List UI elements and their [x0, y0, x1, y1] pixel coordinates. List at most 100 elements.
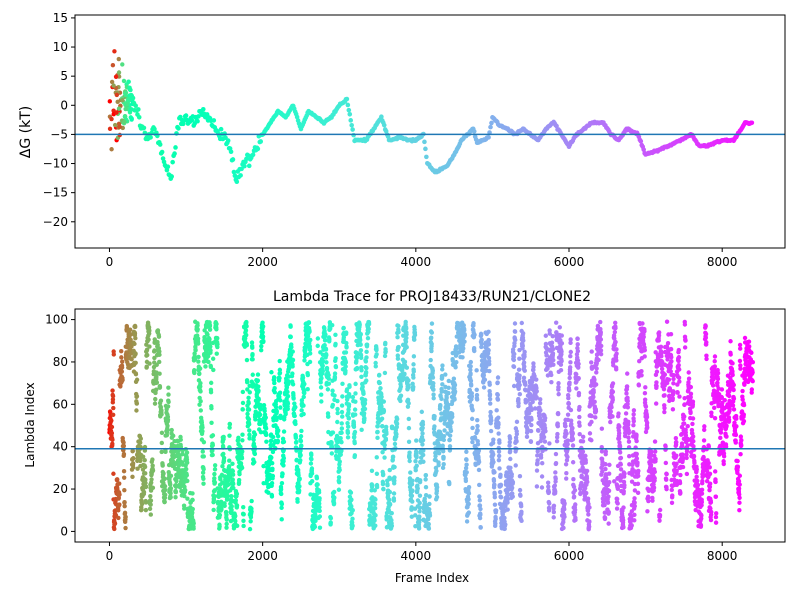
lambda-trace-point [195, 327, 200, 332]
lambda-trace-point [436, 463, 441, 468]
lambda-trace-point [391, 498, 397, 503]
lambda-trace-point [143, 471, 148, 476]
lambda-trace-point [214, 321, 219, 327]
lambda-trace-point [335, 410, 340, 416]
lambda-trace-point [134, 377, 140, 382]
lambda-trace-point [309, 457, 314, 462]
lambda-trace-point [119, 365, 125, 370]
lambda-trace-point [497, 489, 503, 495]
lambda-trace-point [553, 451, 559, 457]
lambda-trace-point [572, 488, 578, 493]
lambda-trace-point [410, 488, 415, 494]
lambda-trace-point [547, 501, 552, 506]
lambda-trace-point [551, 503, 557, 508]
delta-g-point [116, 70, 122, 75]
lambda-trace-point [476, 467, 482, 473]
lambda-trace-point [184, 460, 190, 465]
lambda-trace-point [441, 437, 447, 443]
delta-g-point [152, 126, 157, 132]
lambda-trace-point [343, 364, 348, 369]
lambda-trace-point [332, 375, 338, 381]
lambda-trace-point [610, 397, 615, 403]
lambda-trace-point [552, 483, 558, 488]
lambda-trace-point [596, 357, 601, 363]
lambda-trace-point [180, 451, 185, 457]
lambda-trace-point [410, 499, 415, 504]
delta-g-point [136, 114, 142, 120]
lambda-trace-point [392, 464, 397, 470]
lambda-trace-point [359, 368, 364, 373]
lambda-trace-point [155, 328, 161, 333]
delta-g-point [345, 102, 351, 108]
lambda-trace-point [133, 351, 138, 356]
lambda-trace-point [350, 516, 355, 522]
lambda-trace-point [549, 372, 554, 378]
lambda-trace-point [559, 358, 564, 364]
lambda-trace-point [359, 427, 364, 433]
lambda-trace-point [324, 353, 329, 358]
lambda-trace-point [157, 352, 162, 357]
lambda-trace-point [475, 423, 480, 429]
lambda-trace-point [333, 341, 338, 347]
lambda-trace-point [328, 515, 334, 521]
lambda-trace-point [320, 368, 326, 374]
lambda-trace-point [428, 357, 433, 363]
lambda-trace-point [198, 389, 203, 394]
lambda-trace-point [566, 395, 571, 401]
lambda-trace-point [556, 391, 561, 397]
lambda-trace-point [451, 376, 457, 381]
lambda-trace-point [370, 483, 375, 488]
lambda-trace-point [142, 464, 148, 470]
delta-g-point [486, 135, 491, 140]
lambda-trace-point [252, 451, 258, 457]
delta-g-y-tick-label: −10 [43, 157, 68, 171]
lambda-trace-point [227, 422, 233, 427]
lambda-trace-point [522, 349, 527, 355]
lambda-trace-point [345, 435, 351, 440]
lambda-trace-point [487, 382, 492, 387]
lambda-trace-point [190, 506, 195, 512]
lambda-trace-point [414, 463, 419, 469]
lambda-trace-point [293, 404, 298, 410]
lambda-trace-point [576, 365, 581, 370]
lambda-trace-point [336, 487, 342, 492]
lambda-trace-point [208, 348, 213, 353]
lambda-trace-point [152, 348, 157, 353]
lambda-trace-point [426, 526, 432, 531]
lambda-trace-point [599, 449, 605, 454]
lambda-trace-point [607, 480, 612, 485]
lambda-trace-point [565, 438, 571, 443]
lambda-trace-point [593, 409, 599, 414]
delta-g-point [109, 147, 114, 152]
lambda-trace-point [330, 430, 336, 435]
lambda-trace-point [133, 371, 139, 377]
lambda-trace-point [406, 378, 411, 383]
lambda-trace-point [591, 390, 596, 395]
lambda-trace-point [570, 431, 575, 436]
lambda-trace-point [429, 341, 434, 347]
lambda-trace-point [249, 509, 254, 514]
lambda-trace-point [407, 458, 412, 464]
lambda-trace-point [305, 372, 311, 378]
lambda-trace-point [307, 329, 312, 334]
lambda-trace-point [495, 397, 501, 402]
lambda-trace-title: Lambda Trace for PROJ18433/RUN21/CLONE2 [273, 289, 591, 305]
lambda-trace-point [336, 475, 342, 480]
lambda-trace-point [380, 472, 386, 477]
lambda-trace-point [190, 497, 195, 503]
lambda-trace-point [610, 414, 615, 419]
lambda-trace-point [562, 501, 567, 506]
lambda-trace-point [414, 438, 419, 443]
lambda-trace-point [449, 420, 454, 425]
lambda-trace-point [481, 385, 487, 390]
lambda-trace-point [279, 501, 285, 507]
lambda-trace-point [404, 326, 409, 331]
lambda-trace-point [466, 491, 472, 496]
lambda-trace-point [565, 412, 571, 417]
lambda-trace-point [416, 526, 422, 531]
lambda-trace-point [198, 384, 203, 389]
lambda-trace-point [110, 397, 116, 402]
lambda-trace-point [417, 493, 423, 498]
